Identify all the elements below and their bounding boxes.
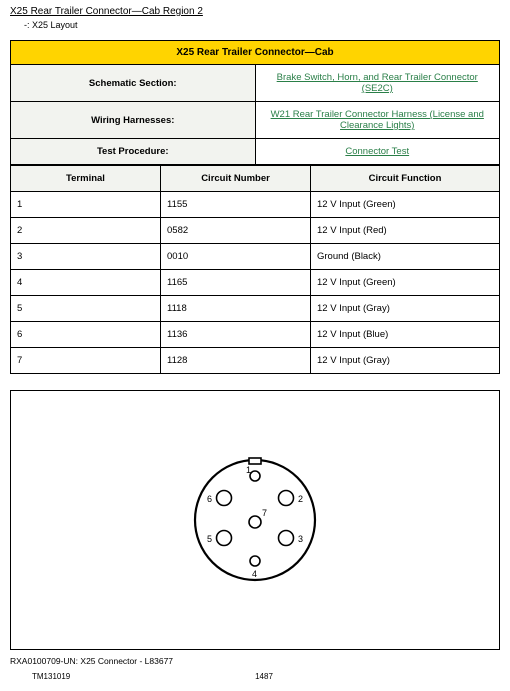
th-function: Circuit Function <box>311 166 500 192</box>
cell-circuit: 1118 <box>161 296 311 322</box>
table-row: 30010Ground (Black) <box>11 244 500 270</box>
cell-function: 12 V Input (Gray) <box>311 296 500 322</box>
row-schematic-link[interactable]: Brake Switch, Horn, and Rear Trailer Con… <box>277 72 478 94</box>
terminal-table: Terminal Circuit Number Circuit Function… <box>10 165 500 374</box>
cell-terminal: 6 <box>11 322 161 348</box>
row-harness-link[interactable]: W21 Rear Trailer Connector Harness (Lice… <box>271 109 484 131</box>
cell-terminal: 5 <box>11 296 161 322</box>
cell-circuit: 1128 <box>161 348 311 374</box>
cell-circuit: 1155 <box>161 192 311 218</box>
th-terminal: Terminal <box>11 166 161 192</box>
row-schematic-label: Schematic Section: <box>11 65 256 102</box>
cell-terminal: 2 <box>11 218 161 244</box>
row-harness-label: Wiring Harnesses: <box>11 102 256 139</box>
table-row: 6113612 V Input (Blue) <box>11 322 500 348</box>
cell-function: Ground (Black) <box>311 244 500 270</box>
page-footer: TM131019 1487 <box>10 672 500 681</box>
cell-function: 12 V Input (Gray) <box>311 348 500 374</box>
cell-function: 12 V Input (Red) <box>311 218 500 244</box>
page-subtitle: -: X25 Layout <box>24 20 500 30</box>
row-test-label: Test Procedure: <box>11 139 256 165</box>
diagram-caption: RXA0100709-UN: X25 Connector - L83677 <box>10 656 500 666</box>
svg-text:3: 3 <box>298 534 303 544</box>
table-row: 7112812 V Input (Gray) <box>11 348 500 374</box>
cell-circuit: 1136 <box>161 322 311 348</box>
svg-text:4: 4 <box>252 569 257 579</box>
cell-function: 12 V Input (Green) <box>311 270 500 296</box>
cell-circuit: 0582 <box>161 218 311 244</box>
th-circuit: Circuit Number <box>161 166 311 192</box>
cell-function: 12 V Input (Blue) <box>311 322 500 348</box>
svg-text:6: 6 <box>207 494 212 504</box>
info-table-header: X25 Rear Trailer Connector—Cab <box>11 41 500 65</box>
cell-terminal: 7 <box>11 348 161 374</box>
cell-function: 12 V Input (Green) <box>311 192 500 218</box>
table-row: 1115512 V Input (Green) <box>11 192 500 218</box>
cell-circuit: 1165 <box>161 270 311 296</box>
svg-text:7: 7 <box>262 508 267 518</box>
cell-terminal: 3 <box>11 244 161 270</box>
cell-circuit: 0010 <box>161 244 311 270</box>
footer-left: TM131019 <box>14 672 187 681</box>
connector-diagram-box: 1 2 3 4 5 6 7 <box>10 390 500 650</box>
connector-info-table: X25 Rear Trailer Connector—Cab Schematic… <box>10 40 500 165</box>
svg-text:5: 5 <box>207 534 212 544</box>
table-row: 5111812 V Input (Gray) <box>11 296 500 322</box>
cell-terminal: 1 <box>11 192 161 218</box>
page-title: X25 Rear Trailer Connector—Cab Region 2 <box>10 6 500 17</box>
connector-diagram: 1 2 3 4 5 6 7 <box>155 420 355 620</box>
cell-terminal: 4 <box>11 270 161 296</box>
table-row: 4116512 V Input (Green) <box>11 270 500 296</box>
footer-center: 1487 <box>187 672 342 681</box>
table-row: 2058212 V Input (Red) <box>11 218 500 244</box>
svg-text:2: 2 <box>298 494 303 504</box>
svg-text:1: 1 <box>246 465 251 475</box>
row-test-link[interactable]: Connector Test <box>345 146 409 157</box>
